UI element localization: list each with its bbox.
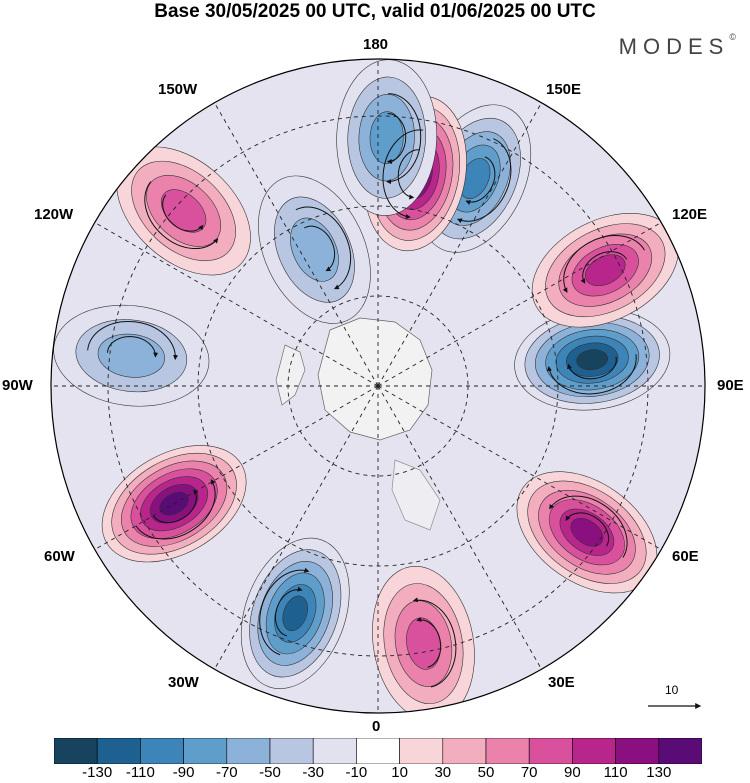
- streamline: [135, 479, 216, 540]
- streamline: [565, 512, 610, 547]
- lon-label-150w: 150W: [158, 81, 198, 98]
- map-boundary: [50, 58, 706, 714]
- streamline: [457, 138, 512, 224]
- colorbar-tick-label: -130: [82, 764, 113, 781]
- colorbar-tick-label: 50: [477, 764, 495, 781]
- streamline: [412, 597, 457, 688]
- colorbar-tick-label: 90: [564, 764, 581, 781]
- streamlines: [87, 93, 645, 688]
- meridian-line: [377, 222, 662, 387]
- positive-anomaly-contour: [570, 517, 604, 547]
- streamline: [549, 495, 628, 558]
- streamline: [259, 567, 310, 656]
- lon-label-90e: 90E: [717, 377, 744, 394]
- lon-label-60e: 60E: [672, 548, 699, 565]
- streamline: [566, 356, 617, 380]
- colorbar-swatch: [399, 738, 444, 764]
- meridian-line: [377, 385, 542, 670]
- streamline: [562, 235, 645, 293]
- colorbar-tick-label: -90: [172, 764, 195, 781]
- lon-label-120w: 120W: [34, 206, 74, 223]
- colorbar-swatch: [54, 738, 98, 764]
- meridian-line: [214, 385, 379, 670]
- streamline: [397, 149, 420, 200]
- lon-label-120e: 120E: [672, 206, 708, 223]
- colorbar-tick-label: -10: [345, 764, 368, 781]
- meridian-line: [377, 385, 662, 550]
- lon-label-90w: 90W: [2, 377, 33, 394]
- colorbar-swatch: [442, 738, 487, 764]
- colorbar-swatch: [528, 738, 573, 764]
- lon-label-30w: 30W: [168, 674, 199, 691]
- colorbar-tick-label: -50: [259, 764, 281, 781]
- colorbar-tick-label: 110: [603, 764, 628, 781]
- meridian-line: [214, 102, 379, 387]
- streamline: [580, 251, 628, 284]
- negative-anomaly-contour: [576, 349, 609, 371]
- positive-anomaly-contour: [585, 254, 626, 287]
- lon-label-150e: 150E: [546, 81, 582, 98]
- negative-anomaly-contour: [97, 333, 165, 378]
- colorbar-tick-label: 70: [520, 764, 538, 781]
- vector-scale-label: 10: [665, 683, 679, 697]
- lon-label-30e: 30E: [548, 674, 575, 691]
- colorbar-swatch: [485, 738, 530, 764]
- streamline: [382, 129, 424, 220]
- colorbar-swatch: [658, 738, 702, 764]
- streamline: [416, 616, 442, 668]
- streamline: [295, 206, 352, 290]
- colorbar-swatch: [269, 738, 314, 764]
- lon-label-180: 180: [363, 36, 389, 53]
- streamline: [152, 489, 199, 524]
- colorbar-tick-label: 10: [391, 764, 408, 781]
- land-outlines: [275, 317, 441, 531]
- colorbar-swatch: [226, 738, 271, 764]
- colorbar-swatch: [572, 738, 616, 764]
- anomaly-field: [53, 59, 679, 713]
- colorbar-tick-label: 130: [646, 764, 672, 781]
- meridian-line: [94, 222, 379, 387]
- streamline: [144, 181, 219, 250]
- streamline: [87, 321, 179, 361]
- colorbar: [54, 738, 702, 764]
- streamline: [386, 93, 422, 185]
- colorbar-swatch: [183, 738, 228, 764]
- streamline: [386, 113, 407, 165]
- streamline: [274, 586, 303, 637]
- colorbar-tick-label: -70: [215, 764, 238, 781]
- lon-label-0: 0: [372, 718, 381, 735]
- lon-label-60w: 60W: [44, 548, 75, 565]
- colorbar-swatch: [96, 738, 141, 764]
- colorbar-swatch: [312, 738, 357, 764]
- colorbar-swatch: [615, 738, 660, 764]
- colorbar-tick-label: 30: [434, 764, 452, 781]
- colorbar-swatch: [356, 738, 400, 764]
- colorbar-tick-label: -30: [302, 764, 325, 781]
- meridian-line: [94, 385, 379, 550]
- map-title: Base 30/05/2025 00 UTC, valid 01/06/2025…: [154, 1, 596, 22]
- streamline: [107, 336, 159, 358]
- streamline: [546, 354, 637, 395]
- streamline: [304, 225, 336, 272]
- colorbar-tick-label: -110: [125, 764, 155, 781]
- streamline: [162, 194, 204, 232]
- streamline: [465, 156, 496, 205]
- negative-anomaly-contour: [282, 595, 309, 632]
- colorbar-swatch: [140, 738, 184, 764]
- meridians: [51, 59, 705, 713]
- brand-logo: MODES©: [618, 31, 736, 59]
- meridian-line: [377, 102, 542, 387]
